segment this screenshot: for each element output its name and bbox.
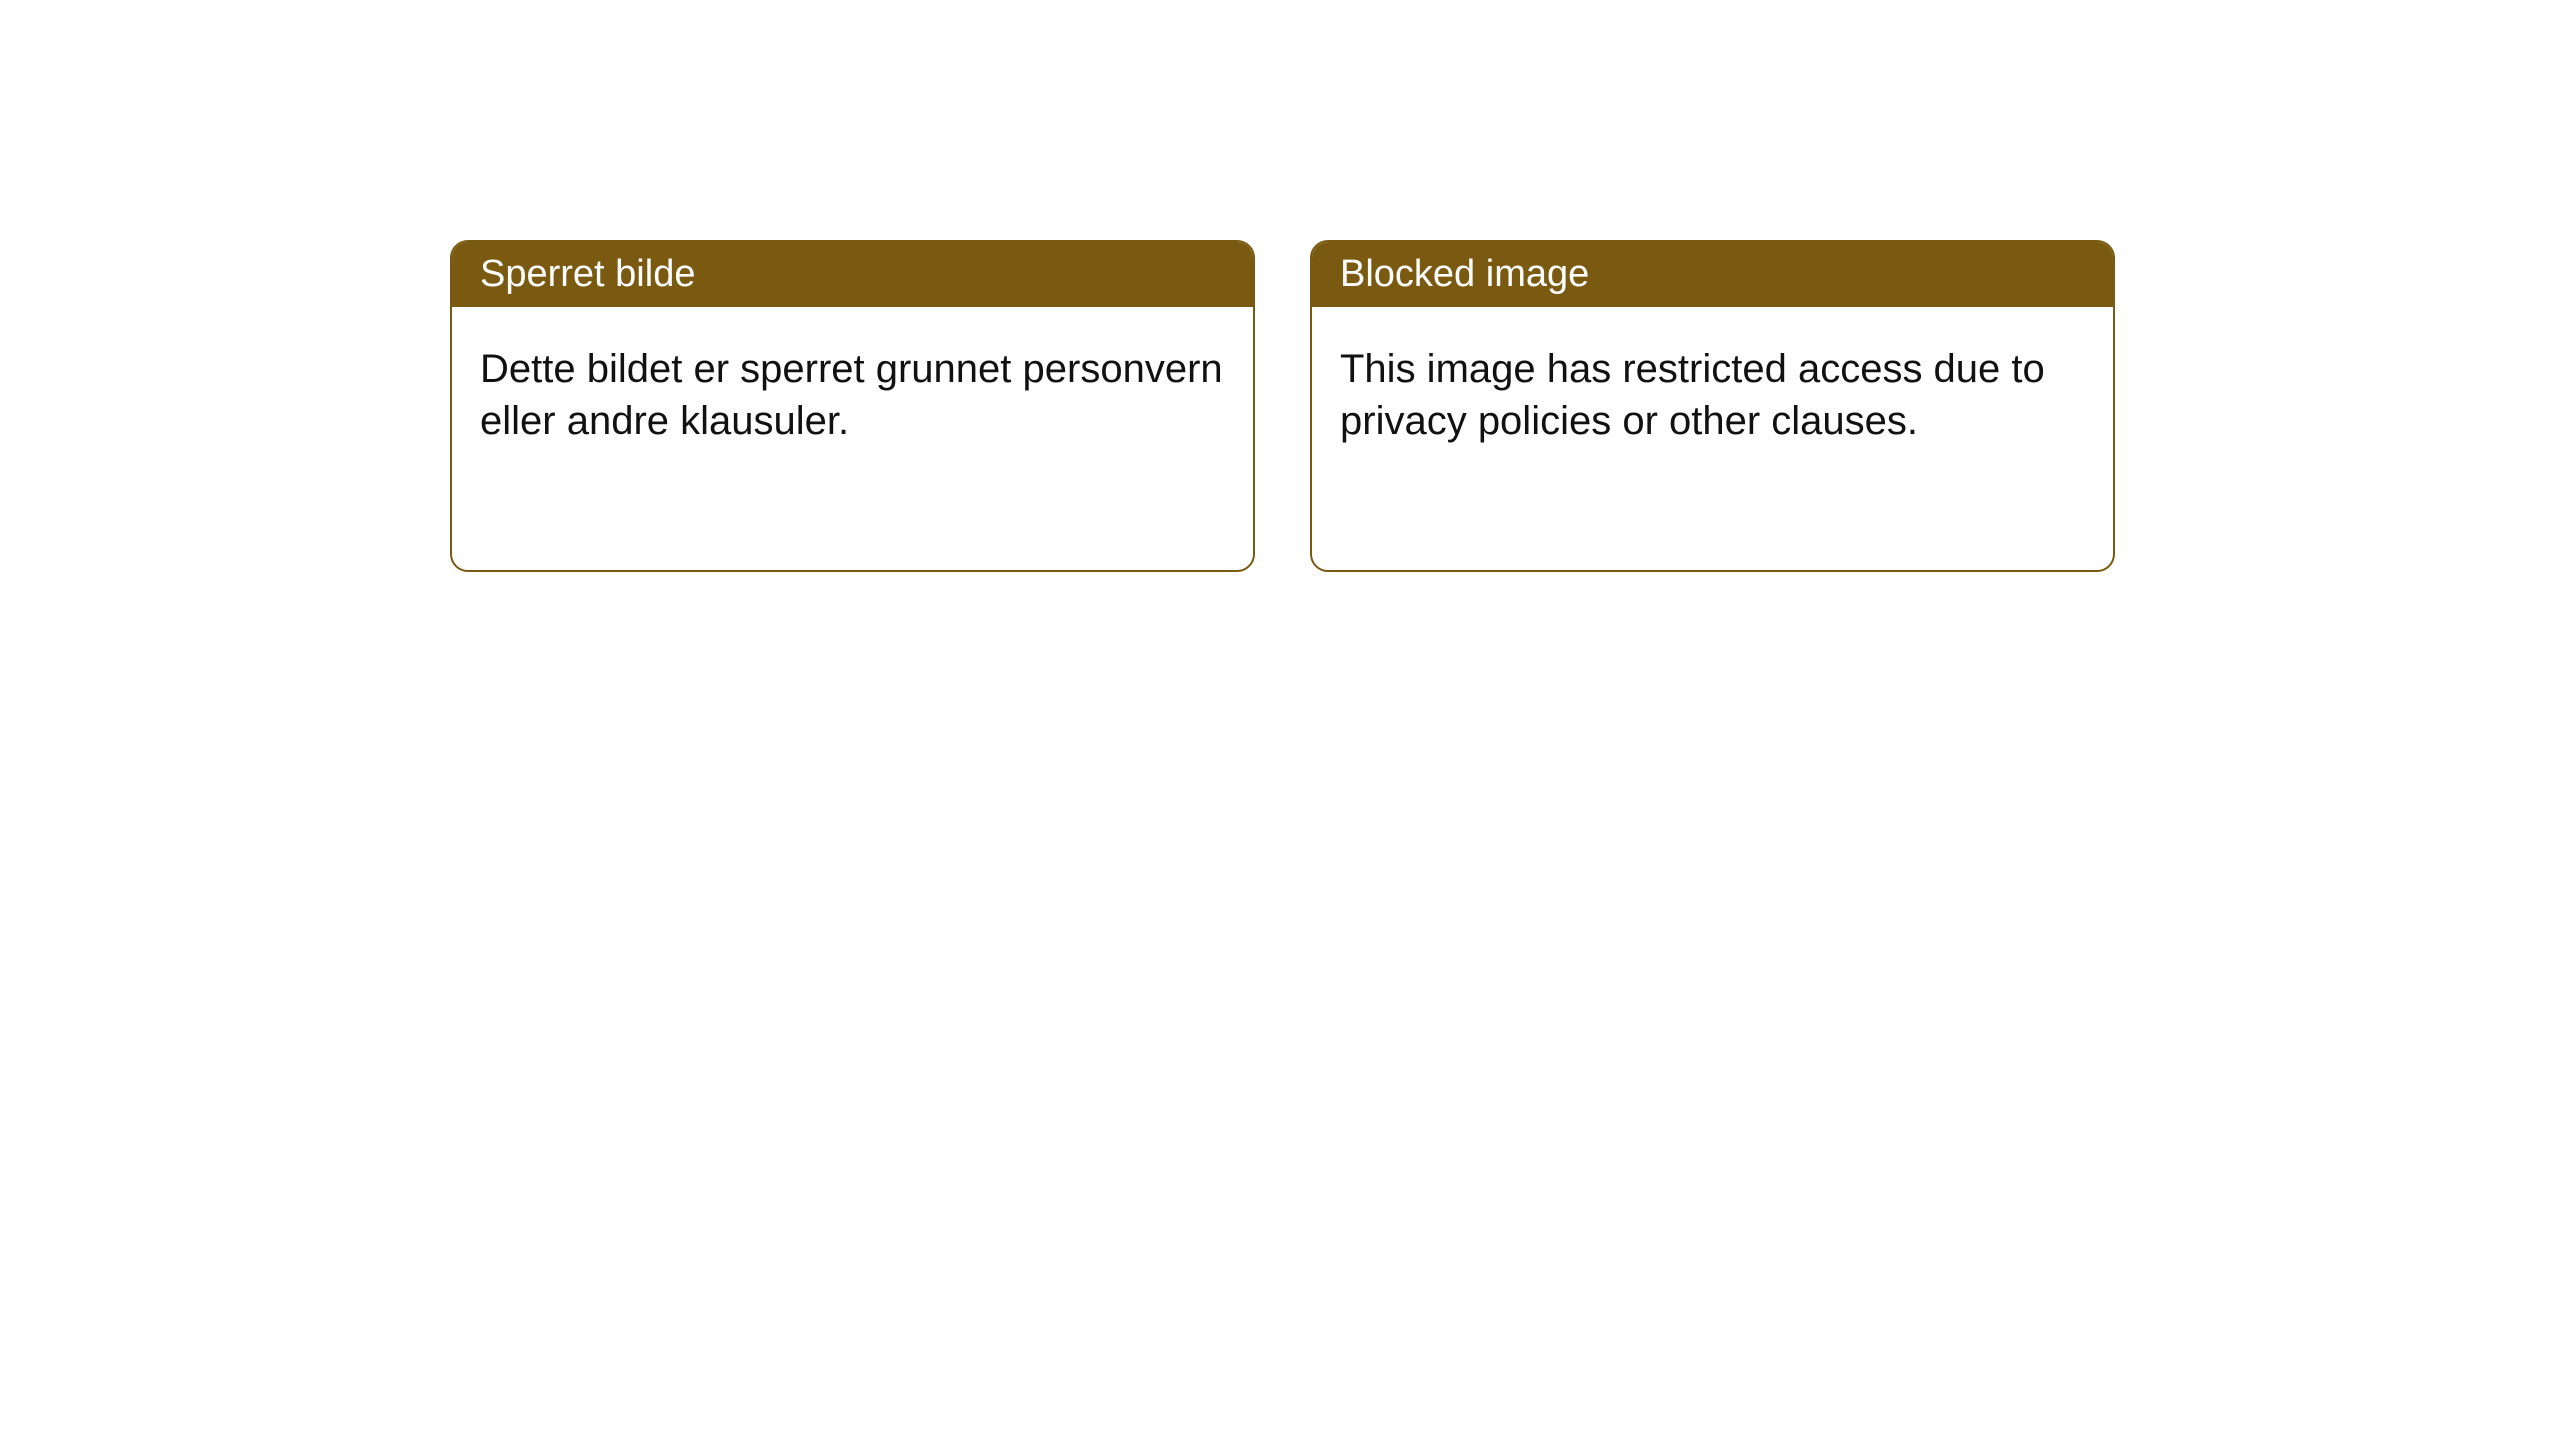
notice-cards-container: Sperret bilde Dette bildet er sperret gr…: [450, 240, 2115, 572]
card-title-no: Sperret bilde: [480, 253, 695, 295]
card-body-no: Dette bildet er sperret grunnet personve…: [452, 307, 1253, 483]
card-body-en: This image has restricted access due to …: [1312, 307, 2113, 483]
card-header-no: Sperret bilde: [452, 242, 1253, 307]
card-header-en: Blocked image: [1312, 242, 2113, 307]
card-title-en: Blocked image: [1340, 253, 1589, 295]
blocked-image-card-no: Sperret bilde Dette bildet er sperret gr…: [450, 240, 1255, 572]
blocked-image-card-en: Blocked image This image has restricted …: [1310, 240, 2115, 572]
card-message-en: This image has restricted access due to …: [1340, 347, 2045, 443]
card-message-no: Dette bildet er sperret grunnet personve…: [480, 347, 1223, 443]
